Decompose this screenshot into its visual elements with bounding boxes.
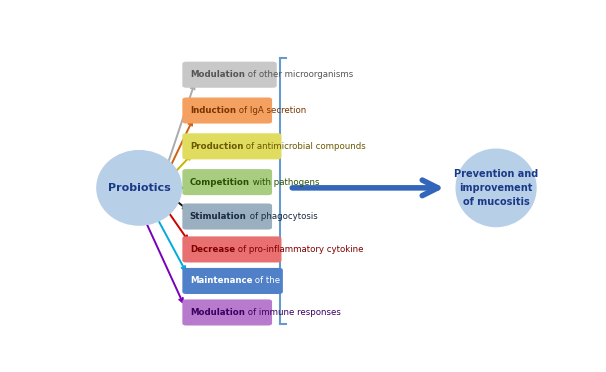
- FancyBboxPatch shape: [182, 237, 281, 263]
- FancyBboxPatch shape: [182, 169, 272, 195]
- Ellipse shape: [97, 151, 181, 225]
- Text: Competition: Competition: [190, 178, 250, 187]
- Text: of antimicrobial compounds: of antimicrobial compounds: [243, 142, 366, 151]
- Text: Decrease: Decrease: [190, 245, 235, 254]
- FancyBboxPatch shape: [182, 203, 272, 230]
- FancyBboxPatch shape: [182, 97, 272, 124]
- Text: of IgA secretion: of IgA secretion: [236, 106, 306, 115]
- Text: Probiotics: Probiotics: [108, 183, 170, 193]
- FancyBboxPatch shape: [182, 133, 281, 159]
- Text: Stimulation: Stimulation: [190, 212, 247, 221]
- Text: Modulation: Modulation: [190, 70, 245, 79]
- Text: of other microorganisms: of other microorganisms: [245, 70, 353, 79]
- Text: Induction: Induction: [190, 106, 236, 115]
- Text: Modulation: Modulation: [190, 308, 245, 317]
- Text: of immune responses: of immune responses: [245, 308, 341, 317]
- FancyBboxPatch shape: [182, 62, 277, 88]
- Text: Maintenance: Maintenance: [190, 276, 252, 285]
- Text: with pathogens: with pathogens: [250, 178, 319, 187]
- FancyBboxPatch shape: [182, 268, 283, 294]
- Text: of the epithelial barrier of defense: of the epithelial barrier of defense: [252, 276, 404, 285]
- Ellipse shape: [456, 149, 536, 227]
- Text: of pro-inflammatory cytokine: of pro-inflammatory cytokine: [235, 245, 364, 254]
- Text: Production: Production: [190, 142, 243, 151]
- FancyBboxPatch shape: [182, 299, 272, 326]
- Text: Prevention and
improvement
of mucositis: Prevention and improvement of mucositis: [454, 169, 538, 207]
- Text: of phagocytosis: of phagocytosis: [247, 212, 318, 221]
